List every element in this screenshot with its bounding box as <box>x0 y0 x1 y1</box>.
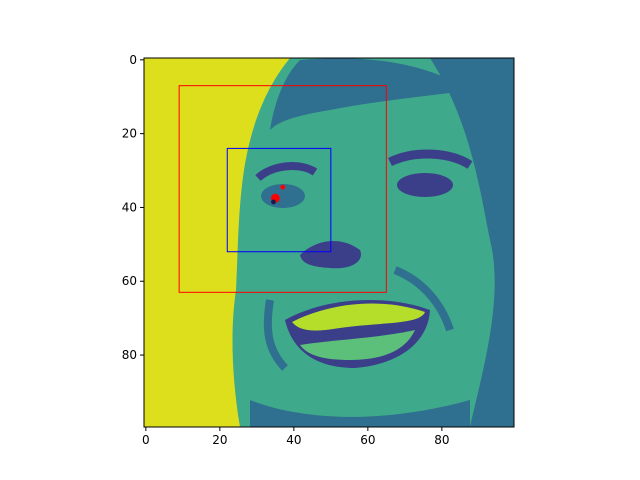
nose-shadow <box>300 240 361 269</box>
x-tick-label: 60 <box>360 433 375 447</box>
dark-side-region <box>430 58 514 427</box>
right-brow <box>388 149 473 169</box>
y-tick-label: 60 <box>122 274 137 288</box>
outer-box <box>178 85 387 293</box>
forehead-shadow <box>270 58 470 130</box>
upper-teeth <box>292 303 425 331</box>
annotation-layer <box>178 85 387 293</box>
left-brow <box>255 162 318 182</box>
right-cheek-fold <box>393 266 454 332</box>
lower-teeth <box>300 330 415 360</box>
y-tick-label: 0 <box>129 53 137 67</box>
y-tick-label: 20 <box>122 127 137 141</box>
red-dot-small <box>280 184 286 190</box>
x-tick-label: 40 <box>286 433 301 447</box>
chin-shadow <box>250 400 470 427</box>
axes-frame <box>143 57 515 428</box>
y-tick-label: 80 <box>122 348 137 362</box>
x-tick-label: 80 <box>434 433 449 447</box>
x-tick-label: 0 <box>142 433 150 447</box>
dark-dot <box>271 199 276 205</box>
x-tick-label: 20 <box>212 433 227 447</box>
right-eye <box>397 173 453 197</box>
x-axis: 0 20 40 60 80 <box>142 427 449 447</box>
inner-box <box>226 147 332 253</box>
y-axis: 0 20 40 60 80 <box>122 53 144 362</box>
left-cheek-fold <box>263 299 289 371</box>
face-image <box>144 58 514 427</box>
y-tick-label: 40 <box>122 200 137 214</box>
